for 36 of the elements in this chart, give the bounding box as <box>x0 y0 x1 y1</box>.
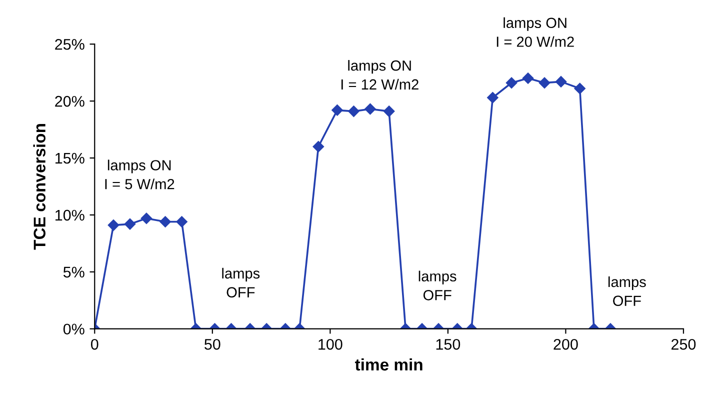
x-tick-label: 0 <box>90 338 98 350</box>
point <box>383 106 395 117</box>
point <box>312 141 324 152</box>
point <box>176 216 188 228</box>
point <box>124 218 136 230</box>
y-tick-label: 5% <box>63 266 84 278</box>
x-tick-label: 50 <box>204 338 220 350</box>
point <box>574 82 586 94</box>
annotation: lamps OFF <box>418 270 456 300</box>
annotation: lamps ON I = 12 W/m2 <box>341 60 418 90</box>
y-tick-label: 25% <box>55 38 84 50</box>
annotation: lamps OFF <box>608 276 646 306</box>
point <box>364 103 376 115</box>
point <box>332 104 343 116</box>
y-tick-label: 15% <box>56 152 84 164</box>
x-tick-label: 200 <box>554 338 578 350</box>
x-tick-label: 250 <box>672 338 696 350</box>
x-tick-label: 150 <box>436 338 460 350</box>
x-axis-title: time min <box>354 358 422 371</box>
y-tick-label: 10% <box>56 210 84 221</box>
point <box>108 220 120 231</box>
y-tick-label: 0% <box>63 324 84 335</box>
x-tick-label: 100 <box>318 338 342 350</box>
y-tick-label: 20% <box>55 96 84 107</box>
point <box>348 106 360 117</box>
point <box>538 77 550 88</box>
annotation: lamps OFF <box>222 268 260 298</box>
annotation: lamps ON I = 5 W/m2 <box>105 160 174 190</box>
annotation: lamps ON I = 20 W/m2 <box>496 17 574 47</box>
point <box>487 92 498 104</box>
point <box>522 72 534 84</box>
point <box>160 216 171 228</box>
y-axis-title: TCE conversion <box>33 124 46 250</box>
point <box>140 212 152 224</box>
point <box>506 77 518 88</box>
point <box>555 76 567 88</box>
